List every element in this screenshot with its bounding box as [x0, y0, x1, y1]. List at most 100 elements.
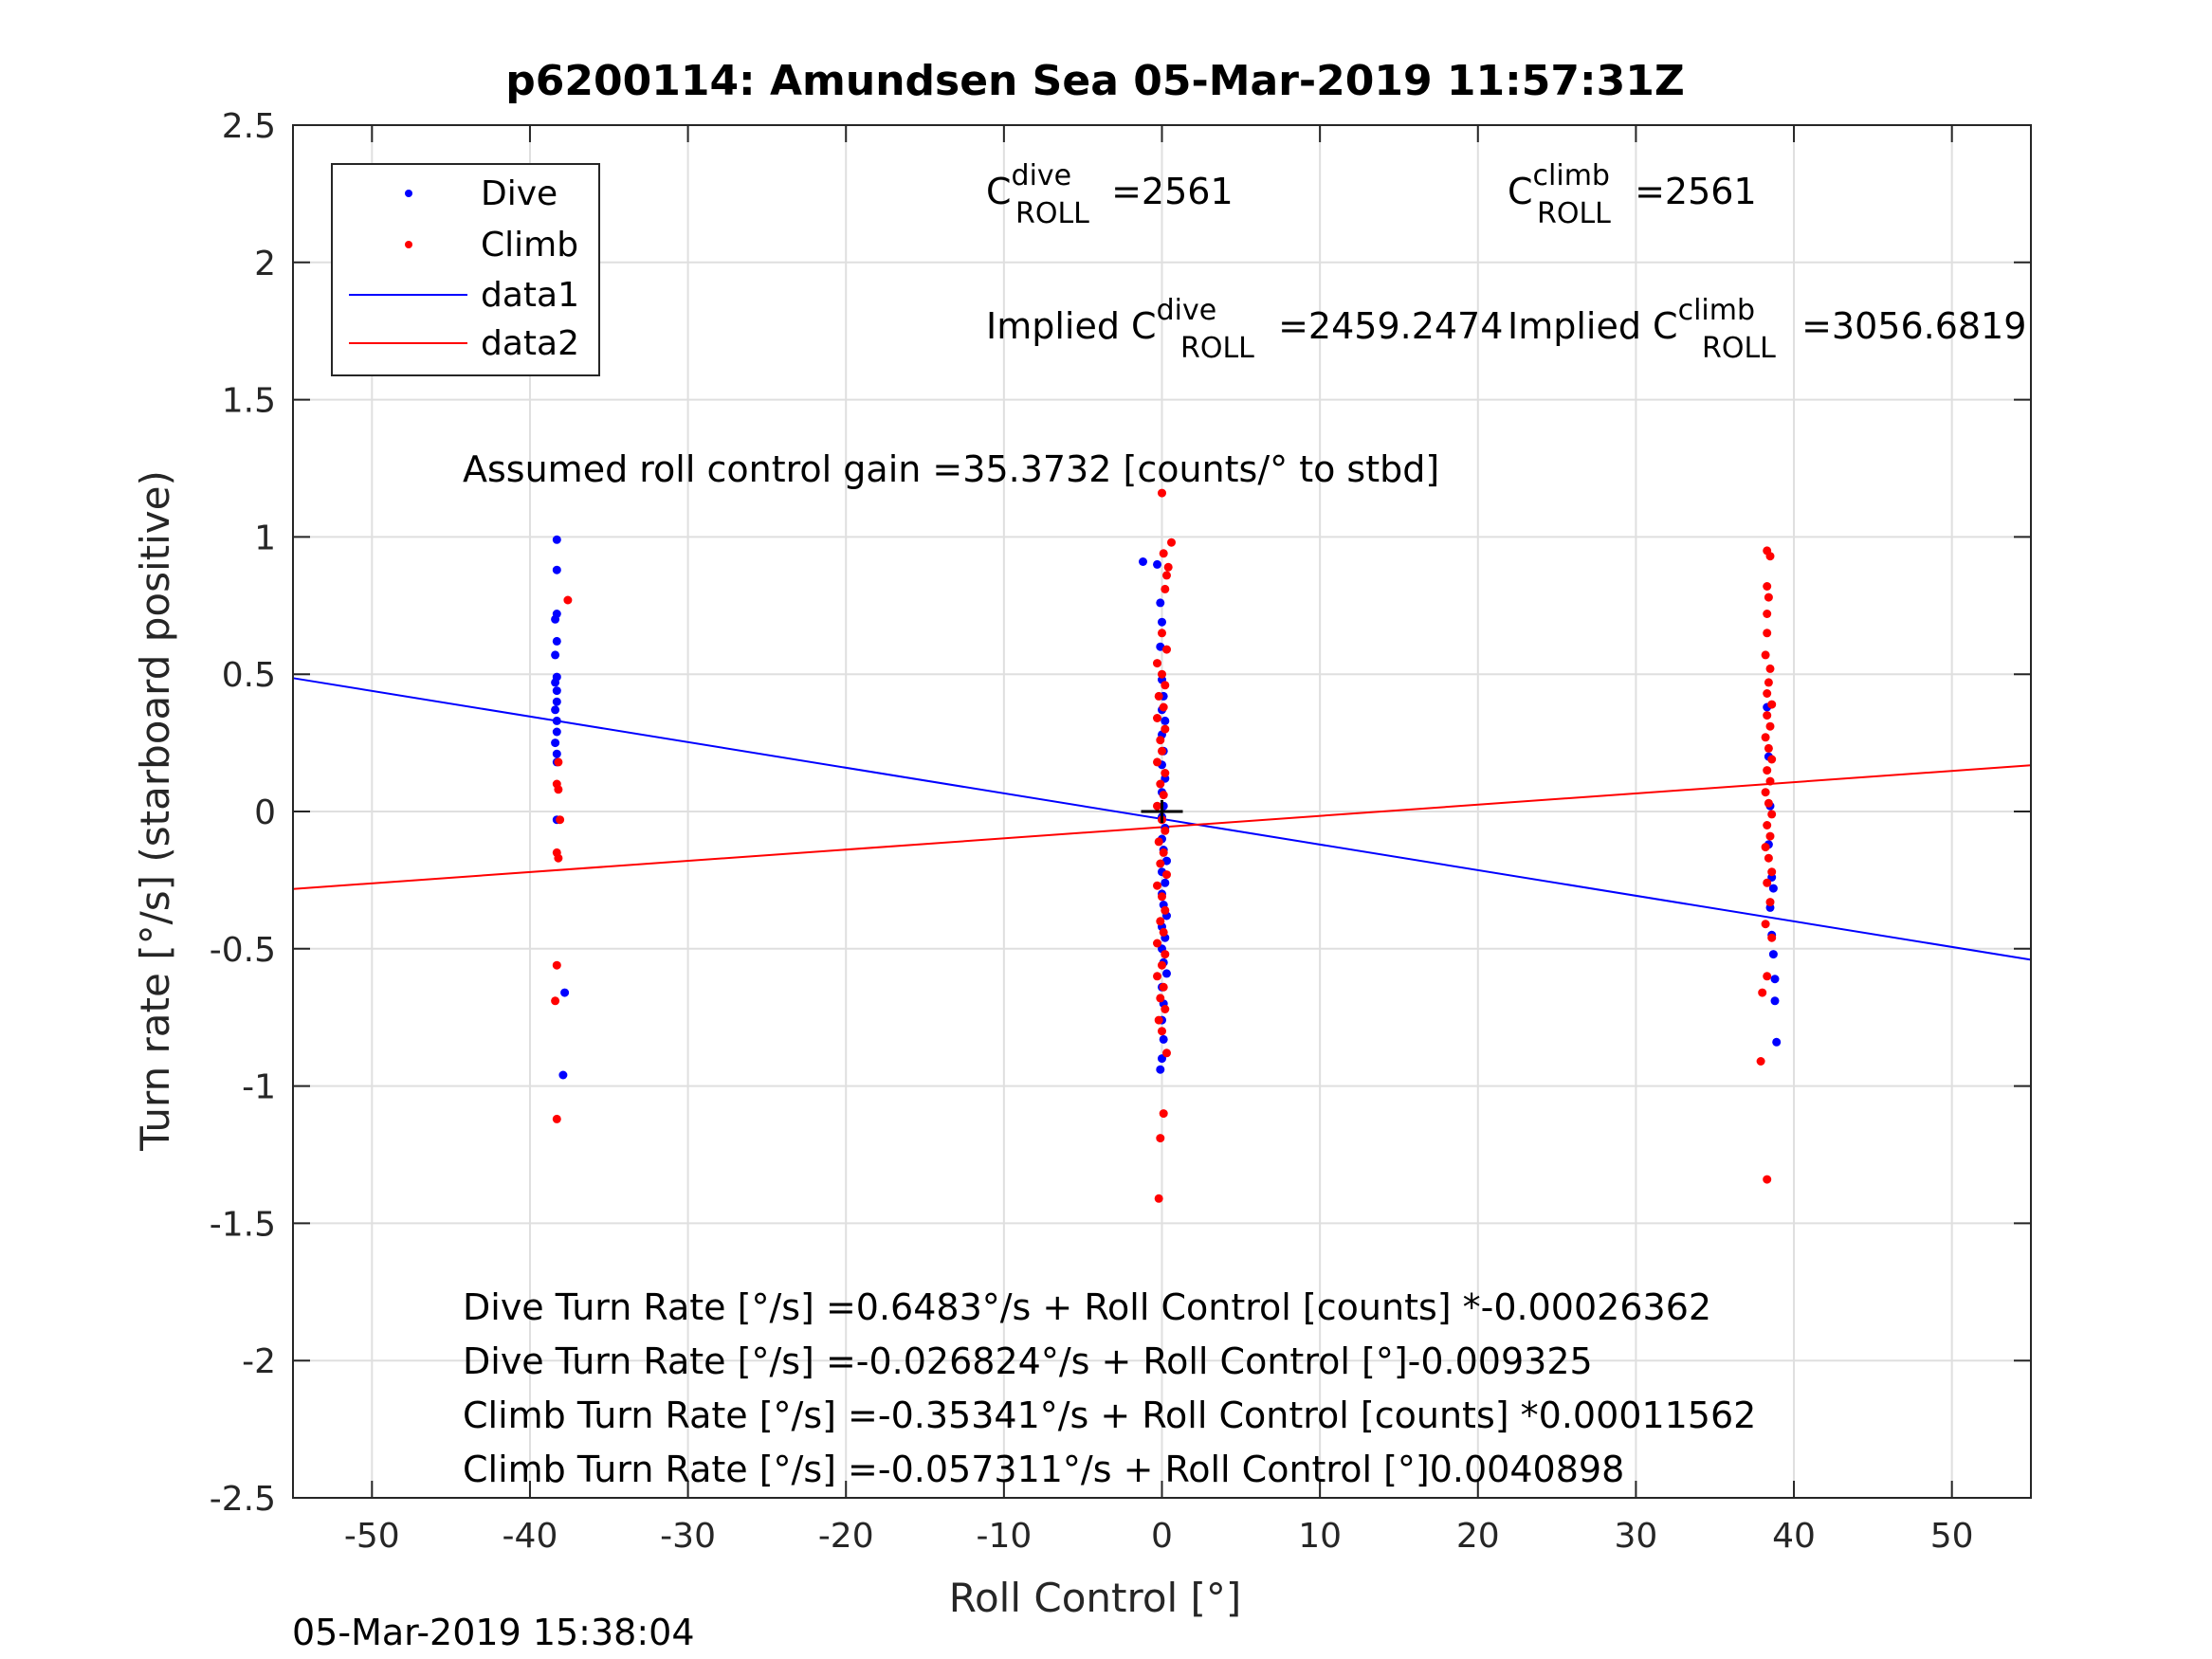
implied-c-climb-annotation: Implied Cclimb ROLL =3056.6819: [1508, 294, 2026, 365]
dive-point: [560, 988, 570, 997]
climb-point: [552, 960, 561, 970]
climb-point: [554, 785, 563, 794]
dive-point: [551, 738, 560, 748]
climb-point: [1156, 859, 1165, 868]
legend-climb-marker: [405, 241, 412, 248]
dive-point: [1768, 884, 1778, 893]
climb-point: [1767, 933, 1777, 942]
climb-point: [1161, 905, 1170, 915]
climb-point: [1156, 736, 1165, 745]
climb-point: [1158, 669, 1166, 679]
climb-point: [1162, 571, 1171, 580]
climb-point: [563, 595, 573, 605]
x-tick-label: 50: [1930, 1517, 1974, 1556]
dive-point: [1139, 557, 1147, 566]
climb-point: [1158, 892, 1166, 902]
dive-point: [1770, 996, 1780, 1006]
climb-point: [1763, 629, 1772, 638]
climb-point: [1163, 562, 1173, 572]
climb-point: [1159, 702, 1168, 712]
climb-point: [1161, 826, 1170, 835]
climb-point: [1763, 878, 1772, 887]
dive-point: [552, 636, 561, 646]
dive-point: [1159, 1034, 1168, 1044]
y-tick-label: 0: [254, 793, 276, 832]
climb-point: [1156, 1134, 1165, 1143]
legend: Dive Climb data1 data2: [331, 163, 600, 376]
y-tick-label: -2.5: [210, 1480, 276, 1519]
climb-point: [1765, 898, 1775, 907]
legend-data1-label: data1: [481, 276, 579, 315]
climb-point: [1156, 917, 1165, 926]
dive-point: [1772, 1037, 1782, 1047]
dive-point: [552, 727, 561, 737]
climb-point: [1765, 831, 1775, 841]
x-tick-label: 20: [1456, 1517, 1500, 1556]
x-axis-label: Roll Control [°]: [949, 1575, 1242, 1621]
climb-point: [1158, 1027, 1166, 1036]
climb-point: [1161, 1005, 1170, 1013]
climb-point: [1154, 1194, 1163, 1203]
dive-point: [551, 705, 560, 715]
y-tick-label: -1.5: [210, 1205, 276, 1244]
climb-point: [1158, 746, 1166, 756]
dive-point: [1768, 950, 1778, 959]
climb-point: [1159, 549, 1168, 558]
dive-point: [552, 697, 561, 706]
climb-point: [554, 757, 563, 767]
legend-box: [331, 163, 600, 376]
y-tick-label: 1.5: [222, 382, 276, 421]
climb-point: [1161, 769, 1170, 777]
climb-point: [1761, 788, 1770, 797]
dive-point: [551, 678, 560, 687]
dive-point: [552, 535, 561, 544]
climb-point: [1763, 610, 1772, 618]
dive-point: [1770, 975, 1780, 984]
climb-point: [1158, 488, 1166, 498]
x-tick-label: 0: [1151, 1517, 1173, 1556]
climb-point: [1764, 743, 1773, 753]
x-tick-label: -10: [976, 1517, 1032, 1556]
climb-point: [1761, 733, 1770, 742]
climb-point: [554, 853, 563, 863]
climb-point: [1162, 1048, 1171, 1058]
climb-point: [1763, 582, 1772, 591]
climb-point: [1761, 920, 1770, 929]
climb-point: [1159, 791, 1168, 800]
climb-point: [1763, 972, 1772, 981]
equation-3: Climb Turn Rate [°/s] =-0.35341°/s + Rol…: [463, 1395, 1756, 1436]
climb-point: [1153, 714, 1161, 722]
climb-point: [1763, 1175, 1772, 1184]
climb-point: [551, 996, 560, 1006]
implied-c-dive-annotation: Implied Cdive ROLL =2459.2474: [986, 294, 1503, 365]
equation-4: Climb Turn Rate [°/s] =-0.057311°/s + Ro…: [463, 1449, 1624, 1490]
dive-point: [1158, 617, 1166, 627]
climb-point: [1162, 645, 1171, 654]
climb-point: [1159, 927, 1168, 937]
climb-point: [1764, 798, 1773, 808]
climb-point: [1153, 972, 1161, 981]
x-tick-label: 10: [1298, 1517, 1342, 1556]
climb-point: [1154, 691, 1163, 701]
climb-point: [1767, 867, 1777, 877]
climb-point: [1758, 988, 1767, 997]
climb-point: [1761, 843, 1770, 852]
y-tick-label: 1: [254, 519, 276, 557]
legend-climb-label: Climb: [481, 226, 578, 264]
timestamp: 05-Mar-2019 15:38:04: [292, 1612, 695, 1653]
climb-point: [1765, 552, 1775, 561]
climb-point: [1167, 538, 1176, 547]
dive-point: [551, 650, 560, 660]
y-tick-label: 2: [254, 245, 276, 283]
dive-point: [552, 749, 561, 758]
y-tick-label: -1: [242, 1068, 276, 1107]
y-tick-label: 0.5: [222, 656, 276, 695]
climb-point: [1161, 584, 1170, 593]
c-dive-annotation: Cdive ROLL =2561: [986, 159, 1234, 230]
legend-data2-label: data2: [481, 324, 579, 363]
climb-point: [1158, 629, 1166, 638]
climb-point: [1765, 664, 1775, 673]
dive-point: [552, 686, 561, 696]
chart-title: p6200114: Amundsen Sea 05-Mar-2019 11:57…: [505, 57, 1684, 105]
